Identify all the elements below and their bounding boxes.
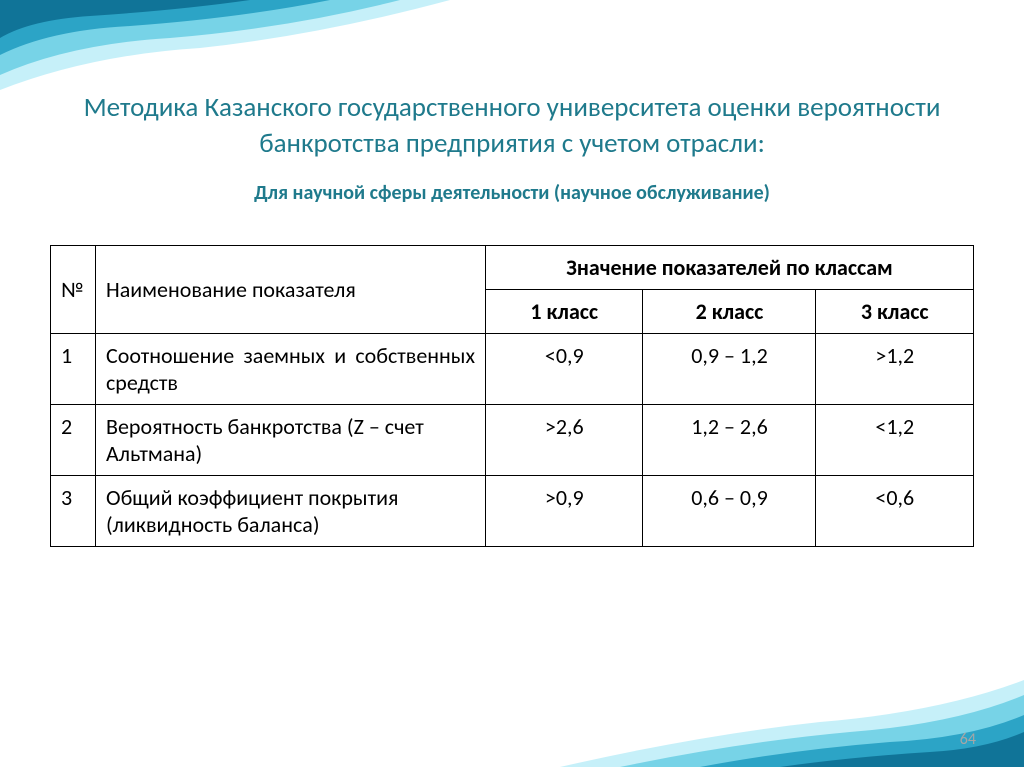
cell-c2: 1,2 – 2,6: [643, 404, 816, 475]
th-group: Значение показателей по классам: [486, 245, 974, 289]
cell-c1: >2,6: [486, 404, 643, 475]
table-row: 1 Соотношение заемных и собственных сред…: [51, 333, 974, 404]
cell-num: 2: [51, 404, 96, 475]
cell-c2: 0,9 – 1,2: [643, 333, 816, 404]
table-row: 3 Общий коэффициент покрытия (ликвидност…: [51, 475, 974, 546]
table-row: 2 Вероятность банкротства (Z – счет Альт…: [51, 404, 974, 475]
cell-c3: <0,6: [816, 475, 974, 546]
cell-c3: <1,2: [816, 404, 974, 475]
slide-title: Методика Казанского государственного уни…: [50, 90, 974, 163]
th-number: №: [51, 245, 96, 333]
cell-name: Вероятность банкротства (Z – счет Альтма…: [96, 404, 486, 475]
page-number: 64: [960, 730, 976, 749]
cell-num: 3: [51, 475, 96, 546]
th-class-3: 3 класс: [816, 289, 974, 333]
th-class-1: 1 класс: [486, 289, 643, 333]
cell-num: 1: [51, 333, 96, 404]
cell-c2: 0,6 – 0,9: [643, 475, 816, 546]
cell-c1: >0,9: [486, 475, 643, 546]
cell-c1: <0,9: [486, 333, 643, 404]
cell-name: Соотношение заемных и собственных средст…: [96, 333, 486, 404]
slide-content: Методика Казанского государственного уни…: [0, 0, 1024, 587]
cell-c3: >1,2: [816, 333, 974, 404]
slide-subtitle: Для научной сферы деятельности (научное …: [50, 181, 974, 205]
th-class-2: 2 класс: [643, 289, 816, 333]
indicators-table: № Наименование показателя Значение показ…: [50, 245, 974, 547]
cell-name: Общий коэффициент покрытия (ликвидность …: [96, 475, 486, 546]
th-name: Наименование показателя: [96, 245, 486, 333]
